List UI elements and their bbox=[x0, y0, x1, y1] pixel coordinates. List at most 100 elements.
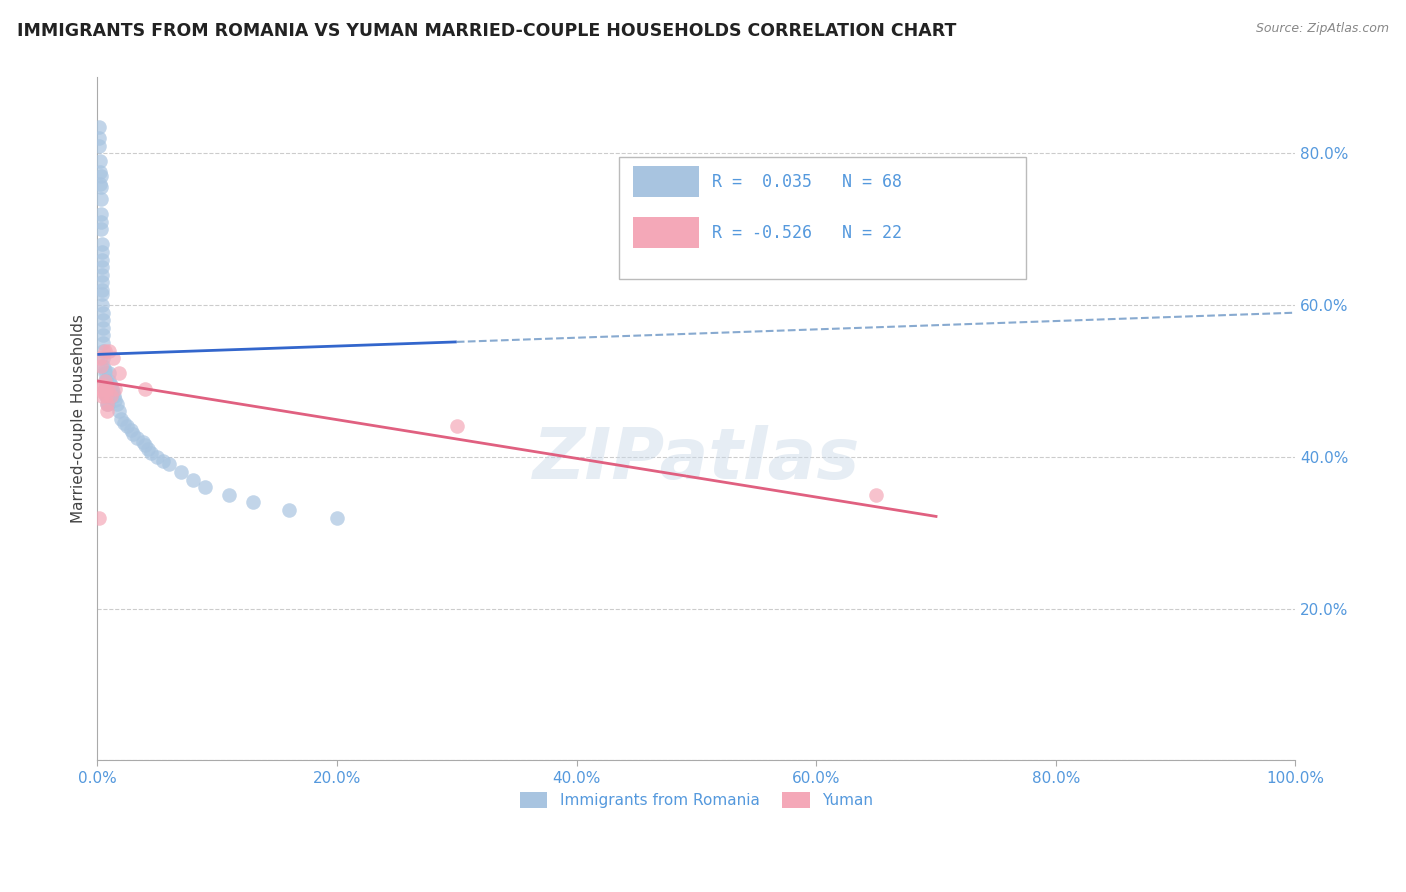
Point bbox=[112, 416, 135, 430]
Point bbox=[96, 397, 118, 411]
Point bbox=[278, 503, 301, 517]
Point bbox=[91, 389, 114, 403]
Point bbox=[93, 374, 115, 388]
Point bbox=[91, 268, 114, 282]
Point bbox=[90, 192, 112, 206]
Point bbox=[93, 321, 115, 335]
Point bbox=[89, 351, 111, 366]
Point bbox=[94, 382, 117, 396]
Bar bbox=[633, 218, 699, 248]
Point bbox=[90, 214, 112, 228]
Point bbox=[104, 382, 127, 396]
Point bbox=[100, 377, 122, 392]
Point bbox=[141, 446, 163, 460]
Point bbox=[89, 165, 111, 179]
FancyBboxPatch shape bbox=[619, 157, 1026, 279]
Point bbox=[218, 488, 240, 502]
Point bbox=[194, 480, 217, 494]
Point bbox=[91, 244, 114, 259]
Point bbox=[90, 222, 112, 236]
Point bbox=[146, 450, 169, 464]
Point bbox=[96, 389, 118, 403]
Point bbox=[93, 313, 115, 327]
Point bbox=[96, 404, 118, 418]
Point bbox=[100, 389, 122, 403]
Point bbox=[96, 397, 118, 411]
Point bbox=[89, 153, 111, 168]
Point bbox=[125, 431, 148, 445]
Point bbox=[134, 382, 156, 396]
Point bbox=[91, 283, 114, 297]
Point bbox=[97, 397, 120, 411]
Point bbox=[89, 177, 111, 191]
Point bbox=[120, 423, 142, 437]
Text: R = -0.526   N = 22: R = -0.526 N = 22 bbox=[711, 224, 903, 242]
Point bbox=[134, 438, 156, 452]
Text: IMMIGRANTS FROM ROMANIA VS YUMAN MARRIED-COUPLE HOUSEHOLDS CORRELATION CHART: IMMIGRANTS FROM ROMANIA VS YUMAN MARRIED… bbox=[17, 22, 956, 40]
Point bbox=[136, 442, 159, 457]
Point bbox=[91, 382, 114, 396]
Point bbox=[170, 465, 193, 479]
Point bbox=[90, 207, 112, 221]
Point bbox=[94, 374, 117, 388]
Point bbox=[122, 427, 145, 442]
Point bbox=[104, 392, 127, 407]
Point bbox=[93, 343, 115, 358]
Point bbox=[87, 138, 110, 153]
Text: Source: ZipAtlas.com: Source: ZipAtlas.com bbox=[1256, 22, 1389, 36]
Point bbox=[91, 260, 114, 274]
Point bbox=[865, 488, 887, 502]
Point bbox=[446, 419, 468, 434]
Point bbox=[93, 374, 115, 388]
Point bbox=[93, 362, 115, 376]
Point bbox=[242, 495, 264, 509]
Point bbox=[93, 306, 115, 320]
Point bbox=[110, 412, 132, 426]
Point bbox=[105, 397, 128, 411]
Legend: Immigrants from Romania, Yuman: Immigrants from Romania, Yuman bbox=[513, 786, 879, 814]
Point bbox=[98, 367, 121, 381]
Point bbox=[93, 367, 115, 381]
Point bbox=[326, 510, 349, 524]
Point bbox=[98, 374, 121, 388]
Point bbox=[90, 359, 112, 373]
Point bbox=[117, 419, 139, 434]
Point bbox=[94, 389, 117, 403]
Point bbox=[100, 382, 122, 396]
Text: ZIPatlas: ZIPatlas bbox=[533, 425, 860, 494]
Point bbox=[90, 169, 112, 183]
Point bbox=[87, 131, 110, 145]
Point bbox=[94, 389, 117, 403]
Point bbox=[101, 385, 124, 400]
Point bbox=[91, 276, 114, 290]
Point bbox=[93, 328, 115, 343]
Point bbox=[93, 377, 115, 392]
Point bbox=[87, 120, 110, 134]
Point bbox=[103, 389, 125, 403]
Point bbox=[91, 237, 114, 252]
Point bbox=[98, 343, 121, 358]
Point bbox=[181, 473, 204, 487]
Point bbox=[152, 453, 174, 467]
Point bbox=[94, 382, 117, 396]
Point bbox=[93, 359, 115, 373]
Point bbox=[101, 351, 124, 366]
Point bbox=[91, 286, 114, 301]
Point bbox=[87, 510, 110, 524]
Bar bbox=[633, 166, 699, 197]
Point bbox=[93, 343, 115, 358]
Point bbox=[91, 252, 114, 267]
Point bbox=[108, 367, 131, 381]
Point bbox=[93, 382, 115, 396]
Text: R =  0.035   N = 68: R = 0.035 N = 68 bbox=[711, 173, 903, 191]
Point bbox=[90, 180, 112, 194]
Point bbox=[108, 404, 131, 418]
Y-axis label: Married-couple Households: Married-couple Households bbox=[72, 315, 86, 524]
Point bbox=[93, 351, 115, 366]
Point bbox=[132, 434, 155, 449]
Point bbox=[157, 458, 180, 472]
Point bbox=[91, 298, 114, 312]
Point bbox=[93, 336, 115, 351]
Point bbox=[93, 385, 115, 400]
Point bbox=[97, 382, 120, 396]
